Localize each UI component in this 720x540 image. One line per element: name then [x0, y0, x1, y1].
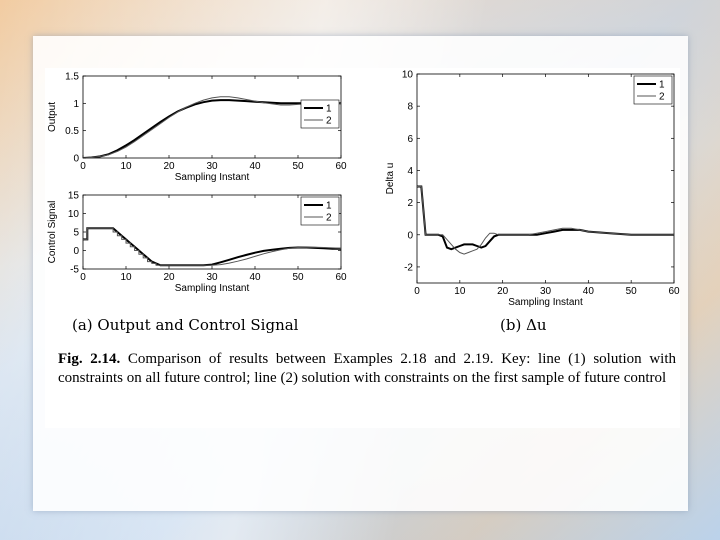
x-tick-label-control-2: 20 [163, 272, 175, 283]
x-tick-label-output-0: 0 [80, 161, 86, 172]
legend-label-output-1: 1 [326, 104, 332, 115]
x-tick-label-control-5: 50 [292, 272, 304, 283]
y-axis-label-delta-u: Delta u [385, 163, 396, 195]
figure-caption: Fig. 2.14. Comparison of results between… [58, 350, 676, 388]
x-tick-label-delta-u-3: 30 [540, 286, 552, 297]
x-axis-label-control: Sampling Instant [175, 283, 250, 294]
x-tick-label-output-2: 20 [163, 161, 175, 172]
series-line-delta-u-2 [417, 186, 674, 255]
legend-label-control-1: 1 [326, 201, 332, 212]
y-tick-label-control-2: 5 [73, 228, 79, 239]
figure-label: Fig. 2.14. [58, 351, 121, 367]
y-tick-label-output-0: 0 [73, 154, 79, 165]
y-tick-label-delta-u-0: -2 [404, 262, 413, 273]
legend-label-output-2: 2 [326, 116, 332, 127]
y-tick-label-delta-u-2: 2 [407, 198, 413, 209]
legend-box-output [300, 99, 340, 129]
x-tick-label-output-5: 50 [292, 161, 304, 172]
y-axis-label-control: Control Signal [47, 201, 58, 264]
x-tick-label-control-1: 10 [120, 272, 132, 283]
x-tick-label-delta-u-5: 50 [626, 286, 638, 297]
series-line-delta-u-1 [417, 185, 674, 251]
legend-box-control [300, 196, 340, 226]
y-tick-label-output-1: 0.5 [65, 126, 79, 137]
series-line-output-1 [83, 99, 341, 158]
series-line-output-2 [83, 96, 341, 158]
legend-label-delta-u-1: 1 [659, 80, 665, 91]
x-tick-label-delta-u-1: 10 [454, 286, 466, 297]
x-tick-label-output-4: 40 [249, 161, 261, 172]
plot-frame-control [82, 194, 342, 270]
y-tick-label-delta-u-5: 8 [407, 102, 413, 113]
x-tick-label-output-3: 30 [206, 161, 218, 172]
x-tick-label-control-3: 30 [206, 272, 218, 283]
chart-delta-u: 0 10 20 30 40 50 60 -2 0 2 4 6 8 10 Sampling Instant De… [385, 70, 680, 309]
x-tick-label-output-1: 10 [120, 161, 132, 172]
x-tick-label-delta-u-0: 0 [414, 286, 420, 297]
x-axis-label-output: Sampling Instant [175, 172, 250, 183]
y-tick-label-control-4: 15 [68, 191, 80, 202]
plot-frame-delta-u [416, 73, 675, 284]
x-tick-label-control-0: 0 [80, 272, 86, 283]
x-tick-label-output-6: 60 [335, 161, 347, 172]
x-tick-label-delta-u-2: 20 [497, 286, 509, 297]
y-tick-label-delta-u-3: 4 [407, 166, 413, 177]
y-tick-label-output-2: 1 [73, 99, 79, 110]
subcaption-b: (b) Δu [500, 316, 547, 334]
y-tick-label-control-0: -5 [70, 265, 79, 276]
y-tick-label-output-3: 1.5 [65, 72, 79, 83]
legend-box-delta-u [633, 75, 673, 105]
x-tick-label-delta-u-4: 40 [583, 286, 595, 297]
x-tick-label-control-4: 40 [249, 272, 261, 283]
chart-output: 0 10 20 30 40 50 60 0 0.5 1 1.5 Sampling Instant Out… [47, 72, 347, 184]
series-line-control-2 [83, 227, 341, 266]
figure-caption-text: Comparison of results between Examples 2… [58, 351, 677, 386]
subcaption-a: (a) Output and Control Signal [72, 316, 299, 334]
y-tick-label-control-1: 0 [73, 246, 79, 257]
x-axis-label-delta-u: Sampling Instant [508, 297, 583, 308]
legend-label-delta-u-2: 2 [659, 92, 665, 103]
y-tick-label-delta-u-4: 6 [407, 134, 413, 145]
x-tick-label-control-6: 60 [335, 272, 347, 283]
legend-label-control-2: 2 [326, 213, 332, 224]
y-tick-label-delta-u-1: 0 [407, 230, 413, 241]
y-axis-label-output: Output [47, 102, 58, 132]
y-tick-label-control-3: 10 [68, 209, 80, 220]
x-tick-label-delta-u-6: 60 [668, 286, 680, 297]
y-tick-label-delta-u-6: 10 [402, 70, 414, 81]
